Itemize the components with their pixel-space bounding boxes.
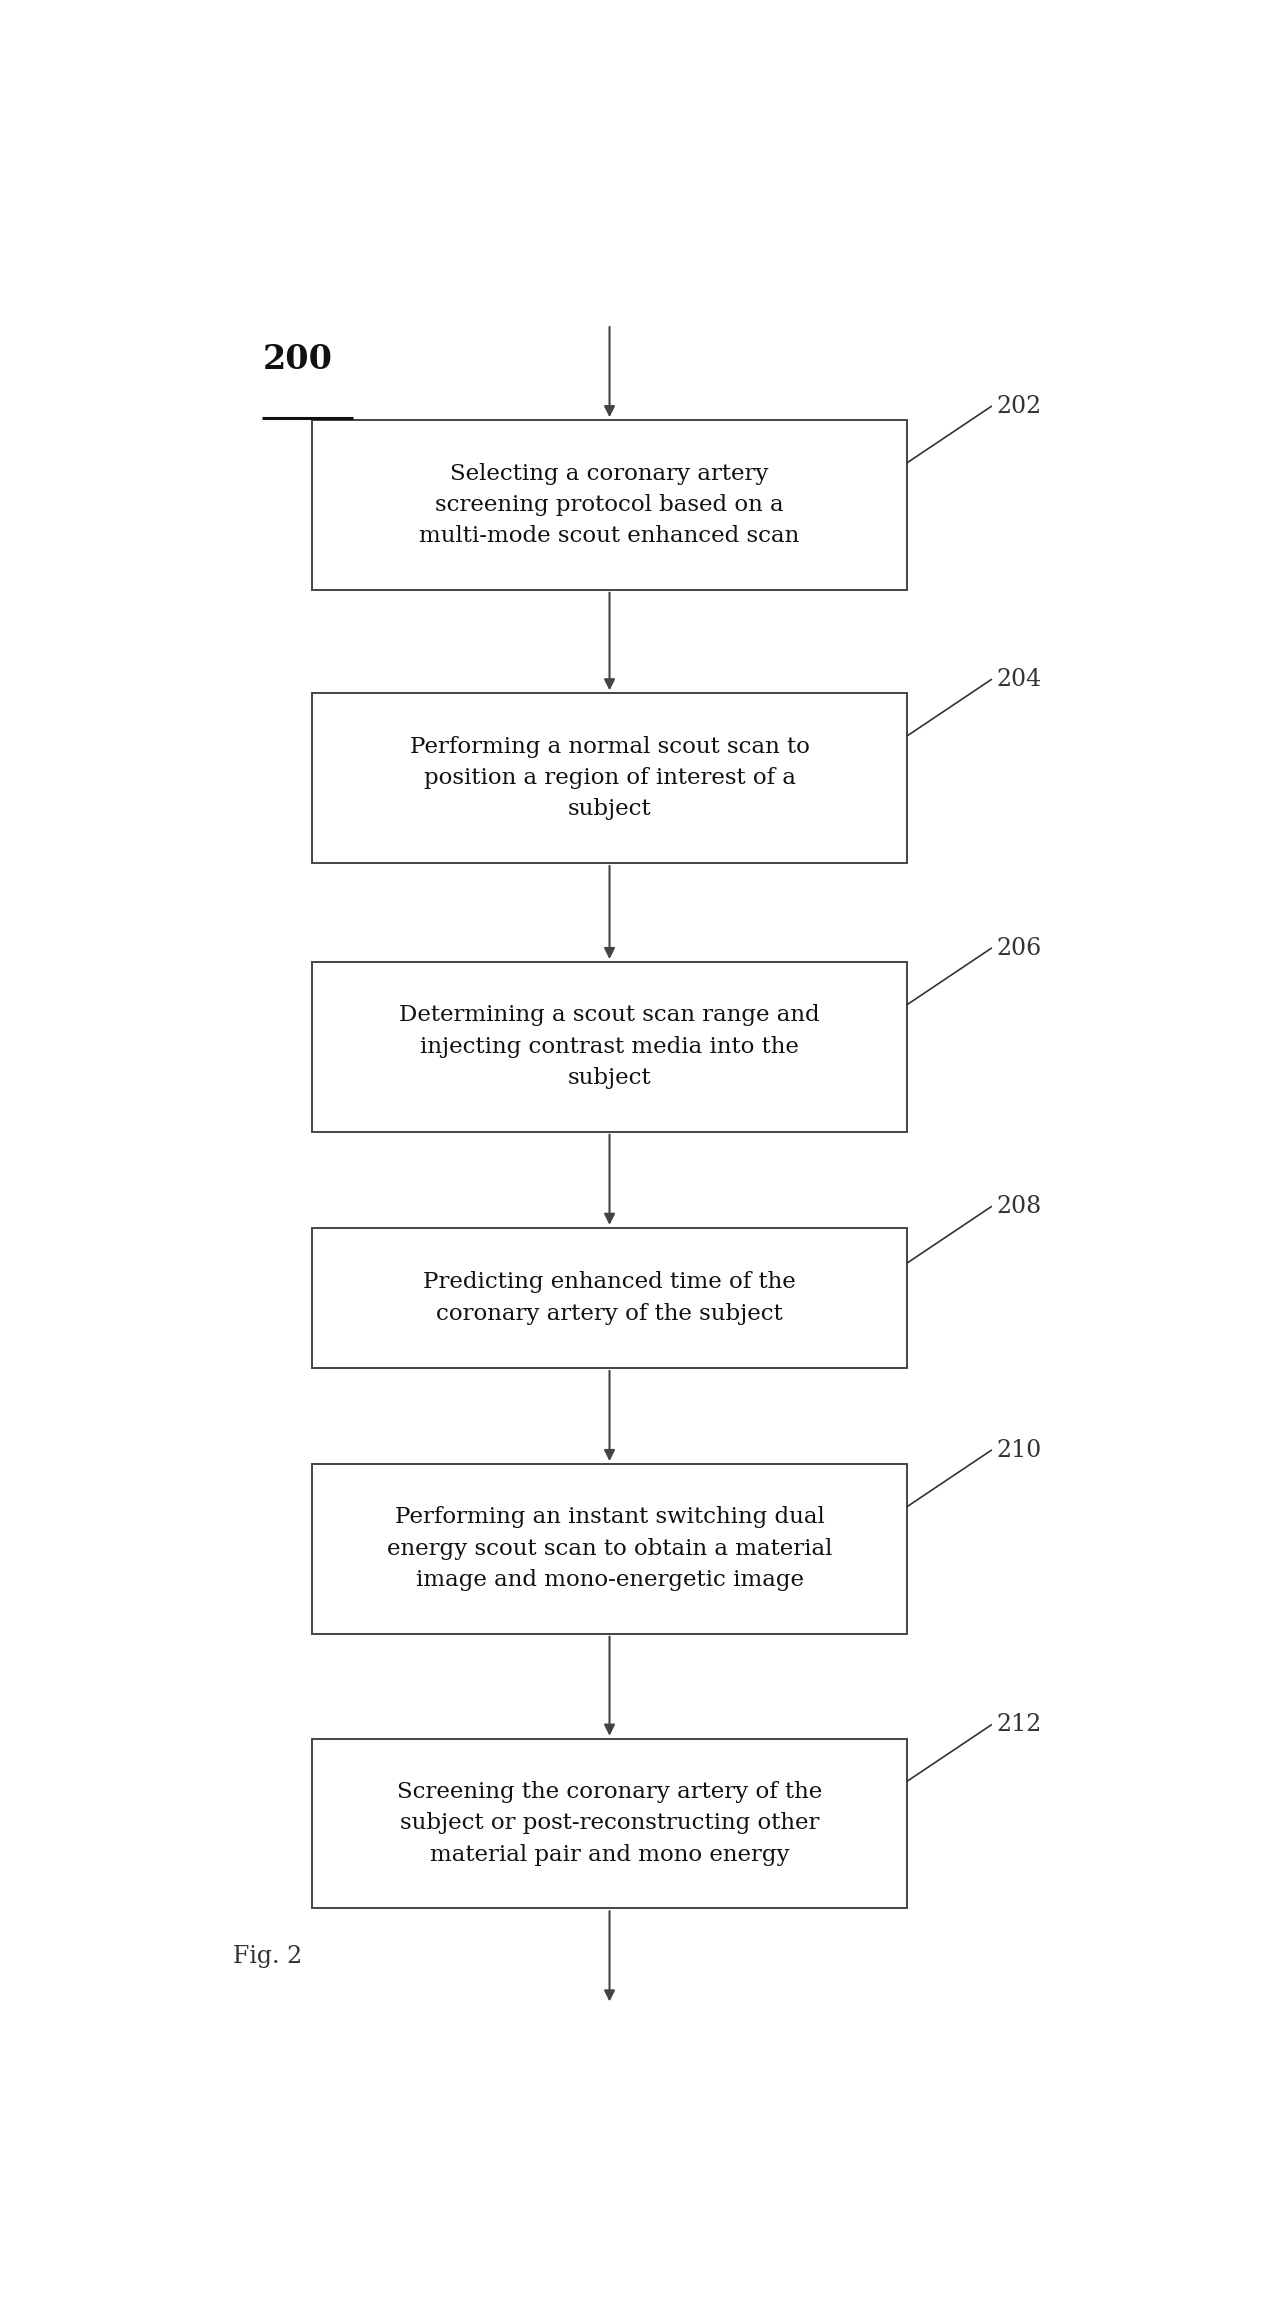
- Text: 212: 212: [996, 1714, 1041, 1737]
- Bar: [311, 1740, 907, 1908]
- Text: 210: 210: [996, 1438, 1041, 1461]
- Bar: [311, 421, 907, 589]
- Text: 204: 204: [996, 667, 1041, 690]
- Text: Screening the coronary artery of the
subject or post-reconstructing other
materi: Screening the coronary artery of the sub…: [397, 1781, 822, 1866]
- Text: Selecting a coronary artery
screening protocol based on a
multi-mode scout enhan: Selecting a coronary artery screening pr…: [419, 463, 799, 548]
- Text: Predicting enhanced time of the
coronary artery of the subject: Predicting enhanced time of the coronary…: [423, 1270, 796, 1325]
- Text: Performing an instant switching dual
energy scout scan to obtain a material
imag: Performing an instant switching dual ene…: [386, 1507, 833, 1592]
- Text: 202: 202: [996, 396, 1041, 419]
- Bar: [311, 1463, 907, 1634]
- Bar: [311, 962, 907, 1132]
- Bar: [311, 693, 907, 863]
- Text: 208: 208: [996, 1194, 1041, 1217]
- Text: 200: 200: [262, 343, 332, 377]
- Text: Performing a normal scout scan to
position a region of interest of a
subject: Performing a normal scout scan to positi…: [409, 736, 810, 821]
- Text: Determining a scout scan range and
injecting contrast media into the
subject: Determining a scout scan range and injec…: [399, 1006, 820, 1088]
- Text: 206: 206: [996, 937, 1041, 960]
- Text: Fig. 2: Fig. 2: [233, 1944, 302, 1967]
- Bar: [311, 1229, 907, 1369]
